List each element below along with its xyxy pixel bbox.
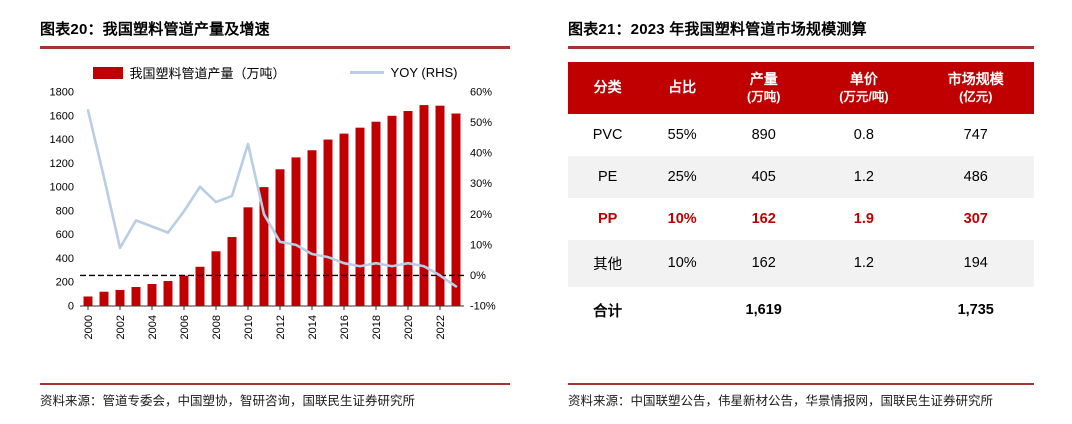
svg-text:2010: 2010	[243, 315, 255, 339]
svg-text:60%: 60%	[470, 87, 492, 99]
figure-20-panel: 图表20：我国塑料管道产量及增速 我国塑料管道产量（万吨） YOY (RHS) …	[40, 18, 510, 410]
table-cell: 10%	[667, 210, 697, 227]
line-series-swatch	[349, 70, 384, 75]
legend-item-yoy: YOY (RHS)	[349, 65, 458, 80]
table-cell: 405	[751, 168, 776, 185]
svg-text:2022: 2022	[435, 315, 447, 339]
table-cell: 25%	[667, 168, 697, 185]
figure-21-title: 图表21：2023 年我国塑料管道市场规模测算	[568, 21, 867, 38]
table-cell: 747	[963, 126, 988, 143]
svg-text:0%: 0%	[470, 270, 486, 282]
figure-20-title: 图表20：我国塑料管道产量及增速	[40, 21, 270, 38]
column-header-4: 市场规模 (亿元)	[917, 62, 1034, 114]
figure-21-source-block: 资料来源：中国联塑公告，伟星新材公告，华景情报网，国联民生证券研究所	[568, 383, 1034, 410]
production-yoy-chart: 0 200 400 600 800 1000 1200 1400 1600 1800 -10% 0% 1…	[50, 87, 496, 340]
table-row: PVC 55% 890 0.8 747	[568, 114, 1034, 156]
table-cell: 1.9	[853, 210, 874, 227]
table-cell: 307	[963, 210, 988, 227]
column-header-3: 单价 (万元/吨)	[810, 62, 918, 114]
chart-legend: 我国塑料管道产量（万吨） YOY (RHS)	[40, 63, 510, 82]
svg-text:2002: 2002	[115, 315, 127, 339]
figure-21-title-rule	[568, 46, 1034, 49]
svg-text:20%: 20%	[470, 209, 492, 221]
svg-text:1600: 1600	[50, 110, 74, 122]
table-cell: 1.2	[853, 255, 874, 272]
svg-text:30%: 30%	[470, 178, 492, 190]
table-body: PVC 55% 890 0.8 747 PE 25% 405 1.2 486 PP 10% 162 1.9…	[568, 114, 1034, 334]
table-cell: PP	[597, 210, 618, 227]
figure-21-panel: 图表21：2023 年我国塑料管道市场规模测算 分类 占比 产量 (万吨) 单价 (万元/…	[568, 18, 1034, 410]
column-header-2: 产量 (万吨)	[717, 62, 811, 114]
svg-text:1200: 1200	[50, 158, 74, 170]
bar-series-swatch	[92, 66, 123, 79]
svg-text:200: 200	[56, 277, 74, 289]
table-cell: 10%	[667, 255, 697, 272]
svg-text:1000: 1000	[50, 182, 74, 194]
table-cell: 0.8	[853, 126, 874, 143]
table-cell	[647, 287, 717, 334]
svg-text:2000: 2000	[83, 315, 95, 339]
svg-text:1400: 1400	[50, 134, 74, 146]
svg-text:2018: 2018	[371, 315, 383, 339]
svg-text:600: 600	[56, 229, 74, 241]
svg-text:400: 400	[56, 253, 74, 265]
table-cell: 162	[751, 210, 776, 227]
svg-text:0: 0	[68, 301, 74, 313]
table-cell: 1,619	[745, 302, 782, 319]
figure-21-source: 资料来源：中国联塑公告，伟星新材公告，华景情报网，国联民生证券研究所	[568, 393, 994, 408]
table-cell: PE	[597, 168, 618, 185]
figure-21-source-rule	[568, 383, 1034, 385]
figure-20-source-rule	[40, 383, 510, 385]
table-cell: 1,735	[957, 302, 994, 319]
table-cell: PVC	[592, 126, 623, 143]
table-cell: 162	[751, 255, 776, 272]
table-cell: 486	[963, 168, 988, 185]
table-cell: 55%	[667, 126, 697, 143]
svg-text:2008: 2008	[211, 315, 223, 339]
svg-text:2016: 2016	[339, 315, 351, 339]
legend-label-production: 我国塑料管道产量（万吨）	[129, 66, 286, 81]
table-cell	[810, 287, 917, 334]
legend-label-yoy: YOY (RHS)	[390, 65, 458, 80]
svg-text:50%: 50%	[470, 117, 492, 129]
svg-text:-10%: -10%	[470, 301, 496, 313]
table-row: PP 10% 162 1.9 307	[568, 198, 1034, 240]
table-row: 合计 1,619 1,735	[568, 287, 1034, 334]
table-cell: 其他	[593, 256, 623, 273]
market-size-table: 分类 占比 产量 (万吨) 单价 (万元/吨) 市场规模 (亿元) PVC 55% 890 0.8 7…	[568, 62, 1034, 334]
table-cell: 1.2	[853, 168, 874, 185]
table-cell: 合计	[593, 303, 623, 320]
table-header: 分类 占比 产量 (万吨) 单价 (万元/吨) 市场规模 (亿元)	[568, 62, 1034, 114]
svg-text:40%: 40%	[470, 148, 492, 160]
svg-text:2014: 2014	[307, 315, 319, 339]
svg-text:1800: 1800	[50, 87, 74, 99]
column-header-1: 占比	[647, 62, 718, 114]
legend-item-production: 我国塑料管道产量（万吨）	[92, 63, 286, 82]
svg-text:2012: 2012	[275, 315, 287, 339]
svg-text:2020: 2020	[403, 315, 415, 339]
figure-20-source: 资料来源：管道专委会，中国塑协，智研咨询，国联民生证券研究所	[40, 393, 416, 408]
table-header-row: 分类 占比 产量 (万吨) 单价 (万元/吨) 市场规模 (亿元)	[568, 62, 1034, 114]
svg-text:2006: 2006	[179, 315, 191, 339]
svg-text:10%: 10%	[470, 239, 492, 251]
svg-text:2004: 2004	[147, 315, 159, 339]
table-row: PE 25% 405 1.2 486	[568, 155, 1034, 198]
figure-20-title-rule	[40, 46, 510, 49]
table-row: 其他 10% 162 1.2 194	[568, 239, 1034, 287]
svg-text:800: 800	[56, 205, 74, 217]
table-cell: 890	[751, 126, 776, 143]
table-cell: 194	[963, 255, 988, 272]
column-header-0: 分类	[568, 62, 648, 114]
figure-20-source-block: 资料来源：管道专委会，中国塑协，智研咨询，国联民生证券研究所	[40, 383, 510, 410]
